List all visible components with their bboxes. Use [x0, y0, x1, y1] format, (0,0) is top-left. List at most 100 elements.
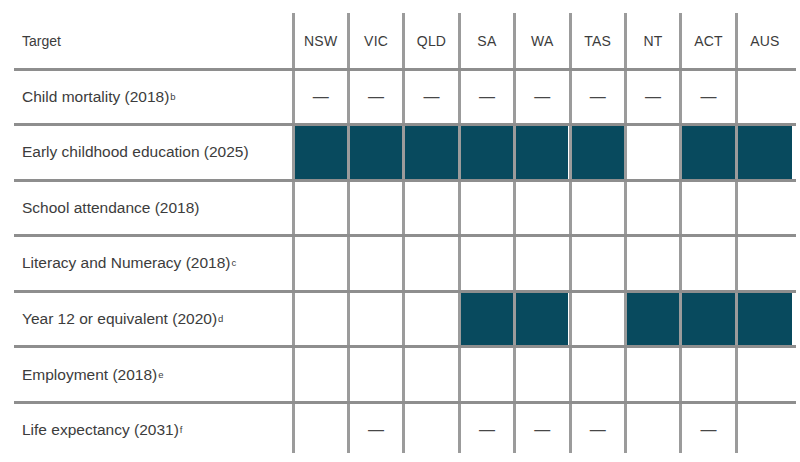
cell-empty: [295, 293, 347, 346]
cell-dash: —: [295, 71, 347, 124]
cell-empty: [738, 348, 792, 401]
row-label: Literacy and Numeracy (2018)c: [22, 237, 236, 290]
column-header-sa: SA: [461, 13, 513, 69]
cell-empty: [516, 348, 568, 401]
cell-empty: [627, 126, 679, 179]
cell-filled: [516, 293, 568, 346]
column-header-act: ACT: [682, 13, 734, 69]
row-label: Early childhood education (2025): [22, 126, 249, 179]
cell-filled: [516, 126, 568, 179]
cell-filled: [572, 126, 624, 179]
cell-empty: [572, 237, 624, 290]
row-label-text: Employment (2018): [22, 366, 157, 384]
cell-empty: [295, 348, 347, 401]
cell-empty: [572, 348, 624, 401]
column-header-nsw: NSW: [295, 13, 347, 69]
cell-empty: [516, 182, 568, 235]
cell-empty: [350, 237, 402, 290]
cell-empty: [405, 348, 457, 401]
cell-empty: [738, 182, 792, 235]
cell-empty: [350, 348, 402, 401]
horizontal-rule: [14, 401, 796, 404]
vertical-grid-line: [458, 13, 461, 453]
cell-empty: [350, 293, 402, 346]
vertical-grid-line: [402, 13, 405, 453]
row-header-label: Target: [22, 13, 61, 69]
cell-empty: [627, 348, 679, 401]
cell-empty: [405, 182, 457, 235]
cell-empty: [295, 404, 347, 457]
cell-empty: [572, 182, 624, 235]
row-label: Year 12 or equivalent (2020)d: [22, 293, 223, 346]
cell-dash: —: [682, 404, 734, 457]
row-label: Child mortality (2018)b: [22, 71, 176, 124]
cell-filled: [738, 126, 792, 179]
row-label-text: Year 12 or equivalent (2020): [22, 310, 217, 328]
column-header-nt: NT: [627, 13, 679, 69]
horizontal-rule: [14, 123, 796, 126]
cell-filled: [461, 293, 513, 346]
cell-empty: [405, 293, 457, 346]
vertical-grid-line: [513, 13, 516, 453]
cell-filled: [682, 293, 734, 346]
cell-empty: [405, 237, 457, 290]
cell-empty: [295, 182, 347, 235]
cell-empty: [461, 182, 513, 235]
column-header-qld: QLD: [405, 13, 457, 69]
cell-filled: [295, 126, 347, 179]
horizontal-rule: [14, 345, 796, 348]
row-label: School attendance (2018): [22, 182, 200, 235]
cell-empty: [461, 348, 513, 401]
target-progress-table: Target NSWVICQLDSAWATASNTACTAUS Child mo…: [0, 0, 800, 462]
horizontal-rule: [14, 290, 796, 293]
cell-filled: [738, 293, 792, 346]
vertical-grid-line: [624, 13, 627, 453]
row-label-text: Child mortality (2018): [22, 88, 169, 106]
cell-empty: [350, 182, 402, 235]
horizontal-rule: [14, 179, 796, 182]
cell-empty: [682, 237, 734, 290]
cell-dash: —: [516, 404, 568, 457]
cell-empty: [627, 182, 679, 235]
cell-empty: [682, 348, 734, 401]
cell-empty: [738, 404, 792, 457]
row-label: Life expectancy (2031)f: [22, 404, 182, 457]
cell-dash: —: [461, 404, 513, 457]
cell-filled: [405, 126, 457, 179]
vertical-grid-line: [347, 13, 350, 453]
column-header-wa: WA: [516, 13, 568, 69]
vertical-grid-line: [292, 13, 295, 453]
vertical-grid-line: [569, 13, 572, 453]
cell-empty: [461, 237, 513, 290]
cell-dash: —: [350, 71, 402, 124]
cell-dash: —: [405, 71, 457, 124]
cell-filled: [682, 126, 734, 179]
cell-empty: [682, 182, 734, 235]
column-header-aus: AUS: [738, 13, 792, 69]
cell-empty: [738, 237, 792, 290]
row-label-text: Early childhood education (2025): [22, 143, 249, 161]
cell-empty: [627, 404, 679, 457]
cell-empty: [516, 237, 568, 290]
vertical-grid-line: [679, 13, 682, 453]
cell-dash: —: [627, 71, 679, 124]
cell-empty: [572, 293, 624, 346]
cell-dash: —: [682, 71, 734, 124]
cell-empty: [405, 404, 457, 457]
row-label-text: Life expectancy (2031): [22, 421, 179, 439]
horizontal-rule: [14, 234, 796, 237]
cell-empty: [295, 237, 347, 290]
cell-dash: —: [572, 404, 624, 457]
horizontal-rule: [14, 68, 796, 71]
cell-dash: —: [516, 71, 568, 124]
cell-dash: —: [572, 71, 624, 124]
cell-dash: —: [461, 71, 513, 124]
cell-dash: —: [350, 404, 402, 457]
row-label-text: Literacy and Numeracy (2018): [22, 254, 231, 272]
cell-empty: [738, 71, 792, 124]
column-header-vic: VIC: [350, 13, 402, 69]
cell-filled: [461, 126, 513, 179]
cell-empty: [627, 237, 679, 290]
cell-filled: [350, 126, 402, 179]
row-label: Employment (2018)e: [22, 348, 164, 401]
